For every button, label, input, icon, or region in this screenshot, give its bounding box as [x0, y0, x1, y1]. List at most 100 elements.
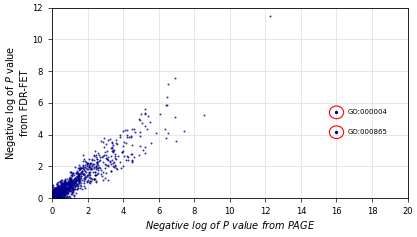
Point	[109, 143, 116, 146]
Point	[51, 196, 58, 200]
Y-axis label: Negative log of $P$ value
from FDR-FET: Negative log of $P$ value from FDR-FET	[4, 46, 30, 160]
Point	[66, 182, 73, 186]
Point	[60, 189, 66, 193]
Point	[58, 190, 65, 193]
Point	[70, 182, 77, 186]
Point	[50, 196, 56, 199]
Point	[75, 177, 82, 181]
Point	[112, 152, 118, 156]
Point	[53, 190, 59, 194]
Point	[55, 196, 61, 200]
Point	[65, 186, 72, 189]
Point	[75, 179, 82, 183]
Point	[88, 161, 95, 165]
Point	[59, 196, 65, 200]
Point	[54, 190, 60, 194]
Point	[87, 161, 93, 165]
Point	[50, 196, 57, 200]
Point	[93, 165, 100, 169]
Point	[119, 164, 126, 168]
Point	[53, 191, 60, 194]
Point	[61, 187, 68, 191]
Point	[72, 179, 78, 183]
Point	[50, 195, 56, 199]
Point	[58, 191, 64, 195]
Point	[57, 192, 63, 196]
Point	[58, 182, 64, 185]
Point	[57, 196, 63, 200]
Point	[56, 190, 63, 193]
Point	[49, 194, 56, 198]
Point	[63, 189, 69, 193]
Point	[97, 139, 104, 142]
Point	[127, 136, 134, 139]
Point	[50, 196, 56, 200]
Point	[145, 114, 152, 118]
Point	[55, 196, 62, 200]
Point	[50, 196, 56, 200]
Point	[88, 180, 95, 183]
Point	[123, 158, 130, 162]
Point	[102, 176, 108, 180]
Point	[78, 172, 85, 176]
Point	[56, 190, 63, 194]
Point	[67, 170, 74, 173]
Point	[64, 182, 70, 185]
Point	[103, 163, 110, 167]
Point	[60, 195, 67, 199]
Point	[64, 181, 70, 185]
Point	[51, 193, 58, 197]
Point	[127, 134, 134, 138]
Point	[60, 188, 66, 192]
Point	[53, 192, 60, 196]
Point	[119, 149, 126, 153]
Point	[61, 182, 68, 186]
Point	[100, 146, 107, 149]
Point	[57, 193, 64, 196]
Point	[87, 176, 93, 179]
Point	[50, 196, 57, 200]
Point	[129, 143, 136, 147]
Point	[75, 166, 82, 170]
Point	[51, 196, 58, 200]
Point	[63, 194, 70, 198]
Point	[85, 164, 92, 168]
Point	[71, 194, 78, 197]
Point	[65, 181, 71, 185]
Point	[52, 196, 59, 200]
Point	[68, 170, 75, 174]
Point	[55, 192, 61, 196]
Point	[51, 196, 58, 200]
Point	[93, 173, 100, 177]
Point	[75, 177, 82, 180]
Point	[86, 171, 93, 175]
Point	[50, 195, 57, 199]
Point	[69, 179, 75, 182]
Point	[61, 195, 68, 199]
Point	[53, 185, 59, 189]
X-axis label: Negative log of $P$ value from PAGE: Negative log of $P$ value from PAGE	[145, 219, 315, 233]
Point	[71, 178, 78, 182]
Point	[52, 196, 58, 200]
Point	[53, 189, 60, 193]
Point	[57, 191, 63, 195]
Point	[55, 186, 62, 190]
Point	[53, 193, 59, 197]
Point	[49, 195, 55, 199]
Point	[58, 193, 65, 196]
Point	[71, 183, 78, 187]
Point	[50, 191, 57, 194]
Point	[53, 195, 60, 199]
Point	[49, 190, 56, 194]
Point	[70, 177, 77, 180]
Point	[55, 190, 61, 194]
Point	[57, 180, 63, 183]
Point	[49, 196, 56, 200]
Point	[81, 169, 88, 173]
Point	[58, 191, 65, 194]
Point	[56, 188, 63, 192]
Point	[79, 164, 86, 168]
Point	[49, 196, 56, 200]
Point	[58, 188, 64, 192]
Point	[52, 196, 58, 200]
